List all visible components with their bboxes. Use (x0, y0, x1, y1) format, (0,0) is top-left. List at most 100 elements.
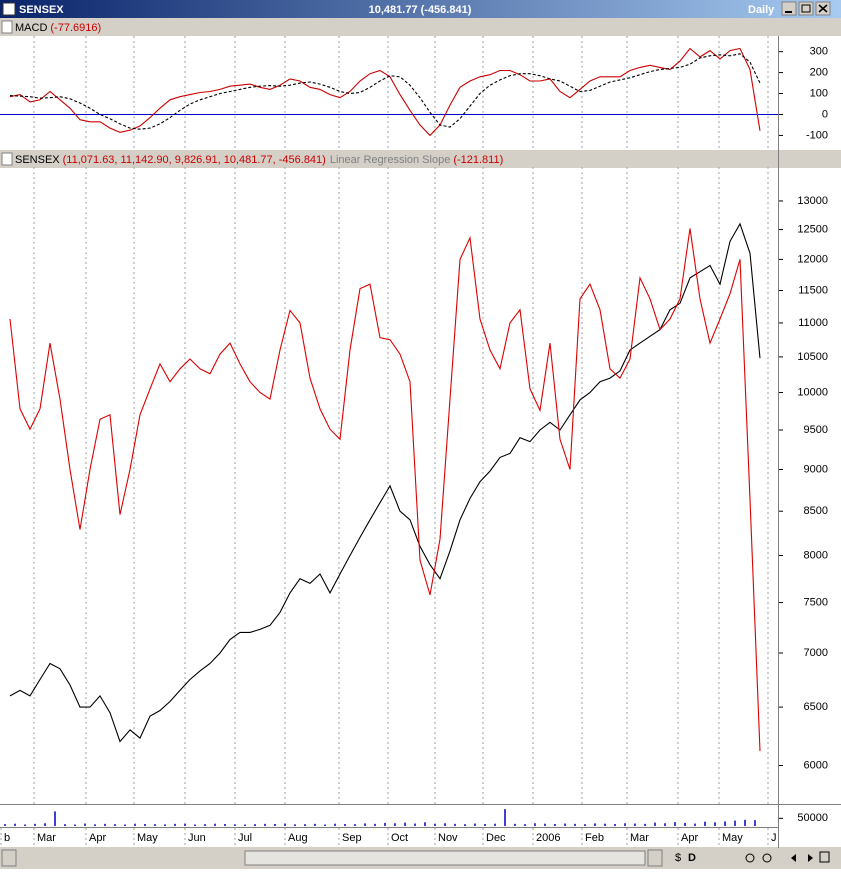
volume-bar (364, 823, 366, 826)
volume-bar (304, 824, 306, 826)
x-tick-label: Mar (630, 832, 649, 844)
volume-bar (294, 824, 296, 826)
volume-bar (244, 824, 246, 826)
nav-arrows[interactable] (791, 854, 813, 862)
y-tick-label: 10500 (797, 351, 828, 363)
volume-bar (14, 823, 16, 826)
volume-bar (274, 824, 276, 826)
x-tick-label: Sep (342, 832, 362, 844)
window-quote: 10,481.77 (-456.841) (369, 4, 472, 16)
volume-bar (444, 823, 446, 826)
volume-bar (24, 824, 26, 826)
y-tick-label: 13000 (797, 195, 828, 207)
volume-bar (34, 823, 36, 826)
volume-bar (524, 824, 526, 826)
y-tick-label: 6000 (804, 759, 828, 771)
x-tick-label: Feb (585, 832, 604, 844)
macd-axis (778, 36, 841, 150)
scroll-thumb[interactable] (244, 850, 646, 866)
x-tick-label: Aug (288, 832, 308, 844)
toolbar-d[interactable]: D (688, 852, 696, 864)
volume-bar (194, 824, 196, 826)
y-tick-label: 200 (810, 67, 828, 79)
x-tick-label: Dec (486, 832, 506, 844)
volume-bar (284, 823, 286, 826)
macd-value: (-77.6916) (50, 22, 101, 34)
indicator-line (9, 228, 761, 752)
volume-bar (374, 823, 376, 826)
x-tick-label: Apr (681, 832, 698, 844)
x-tick-label: Mar (37, 832, 56, 844)
volume-bar (474, 823, 476, 826)
volume-bar (584, 824, 586, 826)
minimize-button[interactable] (781, 1, 797, 16)
panel-icon (1, 152, 13, 166)
x-tick-label: May (722, 832, 743, 844)
icon (818, 4, 828, 13)
macd-plot (0, 36, 778, 150)
y-tick-label: 100 (810, 87, 828, 99)
volume-bar (424, 822, 426, 826)
volume-bar (334, 823, 336, 826)
volume-bar (224, 824, 226, 826)
volume-bar (404, 822, 406, 826)
volume-bar (554, 824, 556, 826)
volume-bar (64, 824, 66, 826)
volume-bar (344, 824, 346, 826)
volume-bar (234, 824, 236, 826)
zoom-out[interactable] (745, 853, 755, 863)
volume-bar (264, 823, 266, 826)
volume-bar (534, 823, 536, 826)
y-tick-label: 9500 (804, 424, 828, 436)
volume-bar (434, 823, 436, 826)
scroll-left[interactable] (1, 849, 17, 867)
volume-bar (124, 824, 126, 826)
price-header (0, 151, 841, 168)
window-icon (2, 2, 16, 16)
window-title: SENSEX (19, 4, 64, 16)
icon (801, 4, 811, 13)
volume-bar (674, 822, 676, 826)
volume-bar (204, 824, 206, 826)
volume-bar (744, 819, 746, 826)
y-tick-label: 9000 (804, 463, 828, 475)
volume-bar (104, 823, 106, 826)
volume-bar (514, 823, 516, 826)
volume-bar (644, 823, 646, 826)
y-tick-label: 7000 (804, 647, 828, 659)
volume-bar (74, 824, 76, 826)
volume-bar (504, 809, 506, 826)
zoom-in[interactable] (762, 853, 772, 863)
panel-title: MACD (-77.6916) (15, 22, 101, 34)
volume-bar (714, 822, 716, 826)
volume-bar (564, 823, 566, 826)
y-tick-label: -100 (806, 129, 828, 141)
volume-bar (114, 824, 116, 826)
y-tick-label: 11500 (798, 284, 828, 296)
volume-bar (44, 823, 46, 826)
y-tick-label: 7500 (804, 597, 828, 609)
volume-bar (494, 823, 496, 826)
legend-entry: Linear Regression Slope (330, 154, 450, 166)
volume-bar (314, 823, 316, 826)
volume-bar (604, 823, 606, 826)
x-tick-label: Jul (238, 832, 252, 844)
y-tick-label: 8500 (804, 505, 828, 517)
volume-bar (664, 823, 666, 826)
maximize-button[interactable] (798, 1, 814, 16)
x-tick-label: Oct (391, 832, 408, 844)
volume-bar (574, 823, 576, 826)
x-tick-label: Apr (89, 832, 106, 844)
volume-bar (384, 822, 386, 826)
macd-name: MACD (15, 22, 47, 34)
volume-bar (464, 824, 466, 826)
volume-bar (354, 824, 356, 826)
volume-bar (544, 823, 546, 826)
volume-bar (734, 820, 736, 826)
scroll-right[interactable] (647, 849, 663, 867)
end-button[interactable] (819, 851, 830, 863)
volume-bar (694, 823, 696, 826)
panel-title: SENSEX (11,071.63, 11,142.90, 9,826.91, 1… (15, 154, 503, 166)
price-plot (0, 168, 778, 804)
toolbar-dollar[interactable]: $ (675, 852, 681, 864)
